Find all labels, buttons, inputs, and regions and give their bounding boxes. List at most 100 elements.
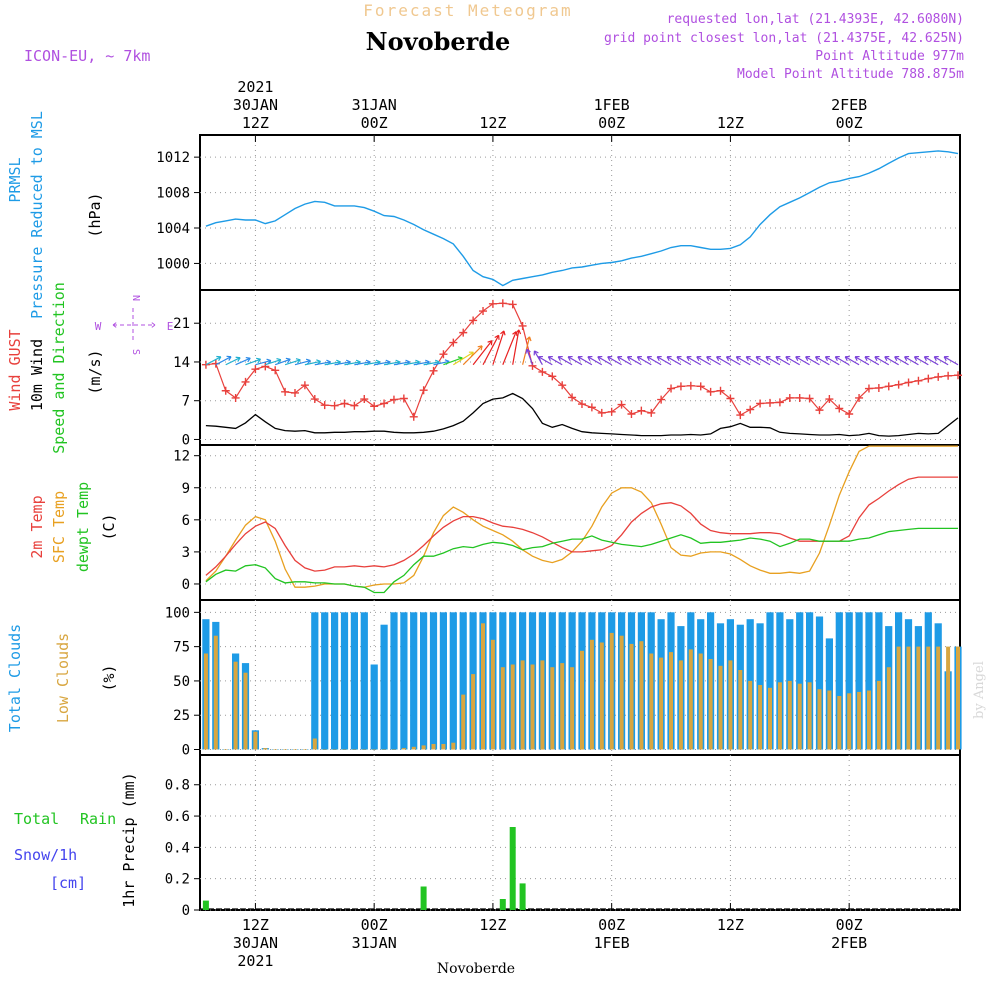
low-cloud-bar — [609, 632, 614, 750]
wind-arrow-head — [494, 334, 500, 340]
panel-wind: 0 7 14 21 Wind GUST 10m Wind Speed and Directi… — [6, 282, 963, 454]
precip-bar — [499, 899, 506, 910]
wind-arrow — [383, 361, 400, 366]
wind-arrow — [726, 356, 741, 366]
wind-arrow-head — [933, 355, 939, 361]
wind-arrow-head — [500, 330, 506, 336]
wind-arrow — [706, 356, 721, 366]
wind-gust-marker — [340, 399, 349, 408]
low-cloud-bar — [797, 683, 802, 750]
wind-gust-marker — [360, 395, 369, 404]
time-label-top: 1FEB — [594, 96, 630, 114]
wind-arrow-head — [547, 355, 553, 361]
low-cloud-bar — [886, 667, 891, 750]
wind-arrow-head — [765, 355, 771, 361]
wind-gust-marker — [597, 408, 606, 417]
wind-arrow — [265, 359, 282, 366]
wind-arrow — [492, 330, 505, 365]
low-cloud-bar — [708, 659, 713, 750]
low-cloud-bar — [372, 749, 377, 750]
wind-gust-marker — [587, 403, 596, 412]
precip-bar — [509, 827, 516, 910]
wind-gust-marker — [370, 402, 379, 411]
wind-arrow — [354, 361, 371, 366]
wind-arrow — [374, 361, 391, 366]
wind-gust-marker — [389, 395, 398, 404]
wind-arrow — [815, 356, 830, 366]
wind-arrow-head — [295, 358, 301, 364]
wind-arrow — [607, 356, 622, 366]
compass-east: E — [167, 320, 174, 333]
wind-arrow-head — [894, 355, 900, 361]
wind-gust-marker — [835, 404, 844, 413]
wind-arrow-head — [525, 348, 531, 354]
low-cloud-bar — [847, 693, 852, 750]
wind-gust-marker — [479, 307, 488, 316]
low-cloud-bar — [599, 642, 604, 750]
wind-ytick-label: 21 — [173, 316, 190, 332]
low-cloud-bar — [916, 646, 921, 750]
wind-arrow-head — [913, 355, 919, 361]
time-label-bottom: 12Z — [717, 916, 744, 934]
low-cloud-bar — [896, 646, 901, 750]
wind-arrow — [205, 356, 222, 366]
clouds-unit: (%) — [100, 664, 118, 691]
wind-gust-marker — [756, 399, 765, 408]
low-cloud-bar — [411, 746, 416, 750]
wind-arrow — [225, 357, 241, 366]
time-label-top: 31JAN — [352, 96, 397, 114]
low-cloud-bar — [302, 749, 307, 750]
precip-unit: 1hr Precip (mm) — [120, 772, 138, 907]
low-cloud-bar — [619, 635, 624, 750]
wind-arrow — [904, 356, 919, 366]
wind-arrow-head — [854, 355, 860, 361]
total-cloud-bar — [331, 612, 339, 750]
low-cloud-bar — [758, 685, 763, 750]
low-cloud-bar — [837, 696, 842, 750]
wind-gust-marker — [726, 394, 735, 403]
total-cloud-bar — [439, 612, 447, 750]
wind-arrow — [344, 361, 361, 366]
temperature-ytick-label: 12 — [173, 449, 190, 465]
total-cloud-bar — [390, 612, 398, 750]
wind-arrow-head — [226, 355, 232, 361]
wind-arrow-head — [824, 355, 830, 361]
wind-arrow — [472, 340, 493, 366]
precip-ytick-label: 0.2 — [165, 872, 190, 888]
wind-gust-marker — [805, 394, 814, 403]
wind-arrow-head — [626, 355, 633, 361]
wind-gust-marker — [568, 393, 577, 402]
pressure-unit: (hPa) — [86, 192, 104, 237]
requested-coordinates: requested lon,lat (21.4393E, 42.6080N) — [667, 12, 964, 27]
wind-arrow — [393, 361, 410, 366]
total-cloud-bar — [429, 612, 438, 750]
wind-gust-marker — [498, 299, 507, 308]
time-label-top: 00Z — [836, 114, 863, 132]
low-cloud-bar — [510, 664, 515, 750]
wind-gust-marker — [429, 366, 438, 375]
total-clouds-label: Total Clouds — [6, 624, 24, 732]
wind-gust-marker — [459, 328, 468, 337]
wind-arrow — [324, 361, 341, 366]
low-cloud-bar — [322, 749, 327, 750]
wind-arrow-head — [636, 355, 642, 361]
wind-arrow-head — [666, 355, 672, 361]
time-label-bottom: 30JAN — [233, 934, 278, 952]
total-cloud-bar — [380, 624, 388, 750]
low-cloud-bar — [777, 682, 782, 750]
wind-arrow-head — [477, 345, 483, 351]
wind-gust-line — [205, 302, 959, 419]
wind-arrow — [617, 356, 632, 366]
wind-gust-marker — [855, 393, 864, 402]
temperature-ytick-label: 9 — [182, 481, 190, 497]
total-cloud-bar — [420, 612, 428, 750]
wind-arrow — [512, 329, 520, 365]
total-cloud-bar — [796, 612, 804, 750]
low-cloud-bar — [520, 660, 525, 750]
low-cloud-bar — [481, 623, 485, 750]
wind-frame — [199, 289, 961, 446]
wind-arrow-head — [745, 355, 751, 361]
wind-arrow — [864, 356, 880, 366]
clouds-ytick-label: 0 — [182, 743, 190, 759]
